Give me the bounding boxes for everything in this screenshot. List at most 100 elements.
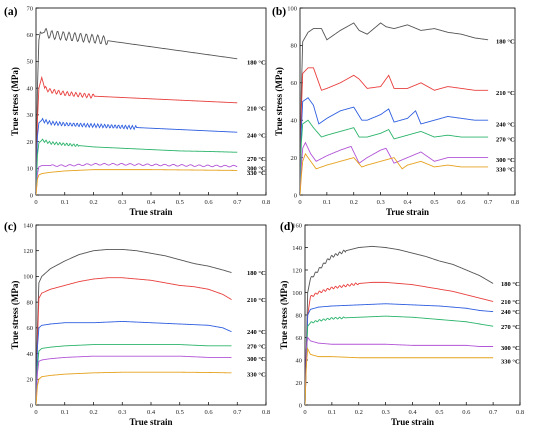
series-label-180: 180 °C [247,59,266,66]
series-label-240: 240 °C [496,122,515,129]
x-tick-label: 0.7 [233,409,242,416]
chart-panel-d: 0 0.1 0.2 0.3 0.4 0.5 0.6 0.7 0.8 0 20 40 60 80 100 120… [279,221,524,427]
series-line-330 [305,347,494,405]
x-tick-label: 0 [303,409,306,416]
chart-panel-a: 0 0.1 0.2 0.3 0.4 0.5 0.6 0.7 0.8 0 10 20 30 40 50 60 70… [4,5,270,217]
x-tick-label: 0.2 [89,199,97,206]
x-tick-label: 0.4 [147,409,156,416]
series-line-180 [36,27,238,195]
y-tick-label: 80 [291,43,298,50]
y-tick-label: 70 [27,5,34,12]
y-tick-label: 20 [27,139,34,146]
series-line-210 [36,277,232,405]
series-line-300 [300,141,489,195]
x-axis-title: True strain [129,207,172,217]
x-tick-label: 0.1 [328,409,336,416]
series-label-300: 300 °C [247,356,266,363]
y-tick-label: 40 [291,118,298,125]
y-tick-label: 100 [23,274,33,281]
x-tick-label: 0.5 [435,409,443,416]
series-label-270: 270 °C [247,156,266,163]
x-tick-label: 0.2 [89,409,97,416]
series-label-270: 270 °C [501,324,520,331]
y-tick-label: 120 [292,267,302,274]
series-line-210 [36,75,238,195]
y-tick-label: 100 [292,290,302,297]
series-line-240 [300,97,489,195]
series-line-300 [36,163,238,195]
series-label-180: 180 °C [501,281,520,288]
series-label-210: 210 °C [496,90,515,97]
x-tick-label: 0.6 [204,409,213,416]
y-tick-label: 140 [23,222,33,229]
x-tick-label: 0.8 [262,409,270,416]
y-tick-label: 10 [27,166,34,173]
y-tick-label: 80 [27,299,34,306]
series-label-300: 300 °C [247,166,266,173]
series-line-180 [36,248,232,405]
series-line-180 [300,22,489,195]
x-axis-title: True strain [129,417,172,427]
series-label-180: 180 °C [496,38,515,45]
y-tick-label: 140 [292,245,302,252]
series-line-240 [305,303,494,405]
panel-label: (c) [4,221,17,233]
y-tick-label: 160 [292,222,302,229]
x-tick-label: 0.3 [382,409,390,416]
y-tick-label: 80 [296,312,303,319]
y-tick-label: 60 [296,335,303,342]
panel-label: (d) [280,221,294,233]
x-axis-title: True strain [391,417,434,427]
x-tick-label: 0.6 [462,409,471,416]
x-tick-label: 0.5 [176,409,184,416]
series-label-330: 330 °C [501,358,520,365]
x-tick-label: 0 [34,409,37,416]
x-tick-label: 0.1 [323,199,331,206]
y-tick-label: 20 [296,380,303,387]
series-label-240: 240 °C [247,133,266,140]
y-axis-title: True stress (MPa) [279,281,289,350]
x-tick-label: 0.3 [377,199,385,206]
series-label-240: 240 °C [247,329,266,336]
series-line-330 [36,371,232,405]
x-tick-label: 0.8 [262,199,270,206]
x-tick-label: 0.4 [147,199,156,206]
y-tick-label: 0 [294,192,297,199]
series-label-180: 180 °C [247,270,266,277]
y-tick-label: 40 [27,85,34,92]
x-tick-label: 0.8 [511,199,519,206]
series-label-270: 270 °C [247,343,266,350]
x-tick-label: 0.5 [430,199,438,206]
y-axis-title: True stress (MPa) [10,67,20,136]
chart-panel-c: 0 0.1 0.2 0.3 0.4 0.5 0.6 0.7 0.8 0 20 40 60 80 100 120… [4,221,270,427]
series-label-330: 330 °C [247,170,266,177]
chart-panel-b: 0 0.1 0.2 0.3 0.4 0.5 0.6 0.7 0.8 0 20 40 60 80 100 Tru… [272,5,519,217]
y-tick-label: 50 [27,59,34,66]
x-axis-title: True strain [386,207,429,217]
x-tick-label: 0.7 [233,199,242,206]
series-line-210 [305,281,494,405]
x-tick-label: 0.8 [516,409,524,416]
series-label-330: 330 °C [247,371,266,378]
series-line-270 [300,119,489,195]
series-line-270 [305,315,494,405]
series-label-210: 210 °C [247,297,266,304]
x-tick-label: 0.4 [408,409,417,416]
x-tick-label: 0.4 [403,199,412,206]
series-line-330 [36,169,238,195]
series-label-300: 300 °C [496,157,515,164]
x-tick-label: 0.7 [484,199,493,206]
panel-label: (b) [272,6,286,18]
x-tick-label: 0.5 [176,199,184,206]
series-line-180 [305,245,494,405]
series-label-330: 330 °C [496,166,515,173]
y-tick-label: 0 [30,192,33,199]
y-tick-label: 0 [30,402,33,409]
x-tick-label: 0.1 [61,409,69,416]
x-tick-label: 0.6 [457,199,466,206]
x-tick-label: 0.2 [350,199,358,206]
series-line-270 [36,138,238,195]
series-line-330 [300,152,489,195]
series-line-240 [36,117,238,195]
